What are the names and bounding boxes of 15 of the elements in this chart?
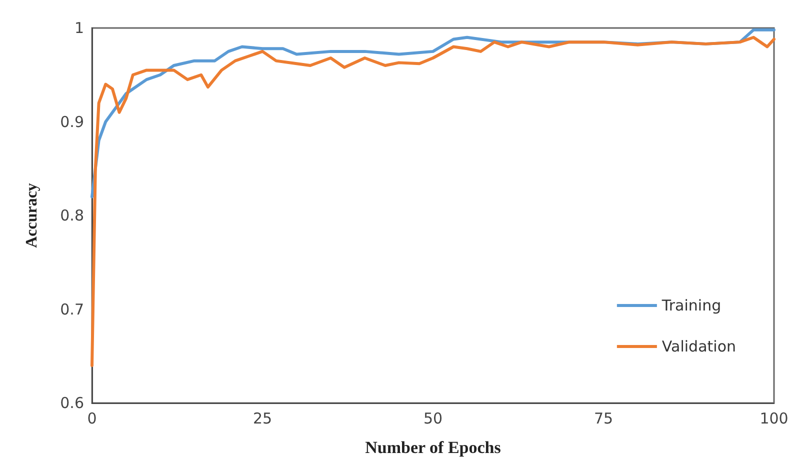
x-tick-label: 100 xyxy=(760,410,788,428)
y-tick-label: 0.8 xyxy=(60,206,84,224)
y-tick-label: 1 xyxy=(74,19,84,37)
y-tick-label: 0.6 xyxy=(60,394,84,412)
x-axis-title: Number of Epochs xyxy=(365,438,502,457)
x-tick-label: 25 xyxy=(252,410,272,428)
line-series xyxy=(90,36,776,367)
legend-label: Training xyxy=(660,296,722,314)
x-tick-label: 50 xyxy=(423,410,443,428)
y-axis-title: Accuracy xyxy=(24,183,40,248)
x-tick-label: 0 xyxy=(87,410,97,428)
y-tick-label: 0.9 xyxy=(60,112,84,131)
legend-label: Validation xyxy=(662,338,736,356)
y-tick-label: 0.7 xyxy=(60,300,84,318)
x-tick-label: 75 xyxy=(594,410,614,428)
